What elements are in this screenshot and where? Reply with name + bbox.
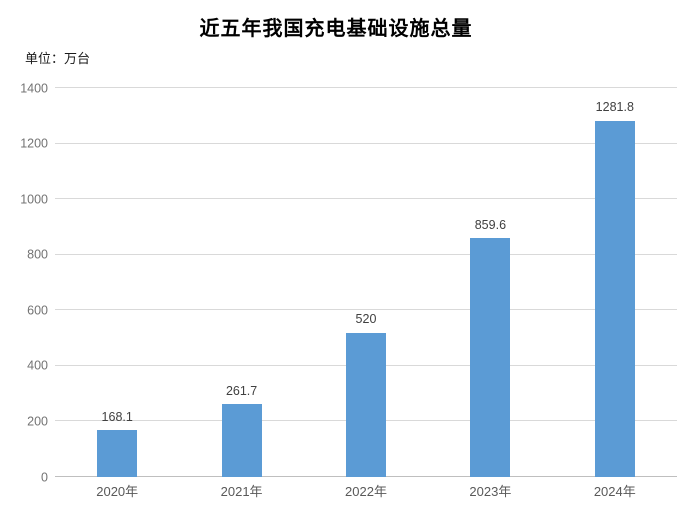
x-tick-label: 2020年: [96, 484, 139, 499]
y-tick-label: 1200: [20, 136, 48, 151]
y-tick-label: 1400: [20, 80, 48, 95]
bar: [97, 430, 138, 477]
x-tick-label: 2022年: [345, 484, 387, 499]
plot-area: 168.1 261.7 520 859.6 1281.8: [55, 87, 677, 477]
x-tick-label: 2024年: [593, 484, 636, 499]
y-tick-label: 0: [41, 469, 48, 484]
bar: [470, 238, 511, 477]
y-axis: 0 200 400 600 800 1000 1200 1400: [0, 82, 48, 483]
gridline: [55, 309, 677, 311]
bar: [221, 404, 262, 477]
bar-slot: 168.1: [55, 88, 179, 477]
x-tick-label: 2021年: [220, 484, 263, 499]
value-label: 1281.8: [595, 100, 634, 115]
bar-slot: 520: [304, 88, 428, 477]
y-tick-label: 800: [27, 247, 48, 262]
x-axis: 2020年 2021年 2022年 2023年 2024年: [55, 477, 677, 501]
gridline: [55, 198, 677, 200]
y-tick-label: 200: [27, 414, 48, 429]
y-tick-label: 400: [27, 358, 48, 373]
value-label: 168.1: [101, 409, 133, 424]
x-tick-label: 2023年: [469, 484, 512, 499]
y-tick-label: 1000: [20, 191, 48, 206]
bar-slot: 859.6: [428, 88, 552, 477]
value-label: 261.7: [225, 383, 258, 398]
gridline: [55, 253, 677, 255]
bar-slot: 261.7: [179, 88, 303, 477]
bar-slot: 1281.8: [553, 88, 677, 477]
gridline: [55, 142, 677, 144]
gridline: [55, 87, 677, 88]
value-label: 520: [355, 312, 377, 327]
chart-title: 近五年我国充电基础设施总量: [199, 18, 473, 40]
bar: [594, 120, 635, 477]
bar: [345, 332, 386, 477]
unit-label: 单位：万台: [25, 51, 91, 66]
y-tick-label: 600: [27, 303, 48, 318]
value-label: 859.6: [474, 217, 507, 232]
